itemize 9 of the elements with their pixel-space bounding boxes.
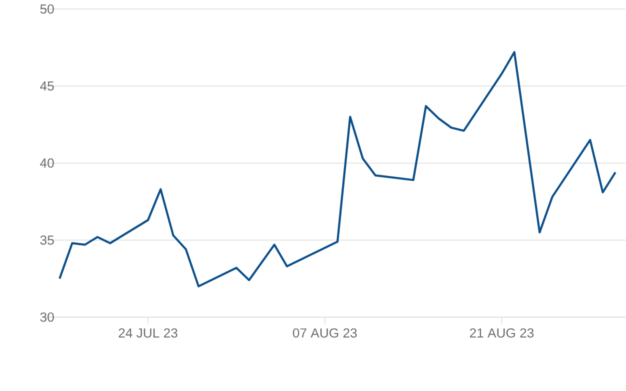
y-tick-label: 35 <box>40 235 54 245</box>
y-tick-label: 40 <box>40 158 54 168</box>
y-tick-label: 30 <box>40 312 54 322</box>
line-series <box>58 51 616 288</box>
x-tick-label: 07 AUG 23 <box>292 328 357 338</box>
y-tick-label: 50 <box>40 4 54 14</box>
x-tick-label: 21 AUG 23 <box>470 328 534 338</box>
y-tick-label: 45 <box>40 81 54 91</box>
x-tick-label: 24 JUL 23 <box>118 328 178 338</box>
